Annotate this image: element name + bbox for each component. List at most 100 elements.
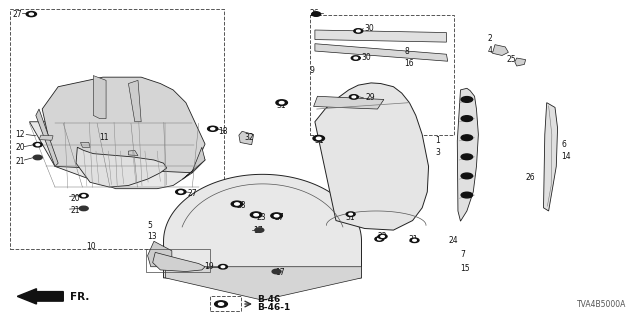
- Polygon shape: [239, 131, 253, 145]
- Circle shape: [356, 30, 360, 32]
- Polygon shape: [515, 58, 525, 66]
- Text: 2: 2: [487, 35, 492, 44]
- Circle shape: [36, 144, 40, 146]
- Circle shape: [352, 96, 356, 98]
- Text: 13: 13: [148, 232, 157, 241]
- Text: 17: 17: [253, 226, 262, 235]
- Text: 22: 22: [378, 232, 387, 241]
- Circle shape: [461, 192, 472, 198]
- Text: 20: 20: [15, 143, 25, 152]
- Circle shape: [413, 239, 416, 241]
- Text: 4: 4: [487, 45, 492, 55]
- Circle shape: [214, 301, 227, 307]
- Polygon shape: [129, 80, 141, 122]
- Text: 14: 14: [561, 152, 571, 161]
- Text: 20: 20: [71, 194, 81, 203]
- Polygon shape: [182, 147, 205, 179]
- Polygon shape: [42, 77, 205, 173]
- Circle shape: [207, 126, 218, 131]
- Circle shape: [272, 269, 281, 274]
- Circle shape: [250, 212, 262, 218]
- Polygon shape: [164, 174, 362, 278]
- Circle shape: [211, 128, 215, 130]
- Circle shape: [255, 228, 264, 232]
- Circle shape: [82, 195, 86, 196]
- Text: 5: 5: [148, 221, 152, 230]
- Polygon shape: [315, 30, 447, 42]
- Text: 25: 25: [506, 55, 516, 64]
- Polygon shape: [148, 241, 172, 267]
- Polygon shape: [315, 83, 429, 230]
- Circle shape: [312, 12, 321, 16]
- Text: 10: 10: [86, 242, 96, 251]
- Circle shape: [26, 12, 36, 17]
- Circle shape: [179, 191, 183, 193]
- Circle shape: [378, 238, 381, 240]
- Text: 27: 27: [188, 189, 197, 198]
- Text: 19: 19: [204, 262, 213, 271]
- Circle shape: [275, 215, 279, 217]
- Circle shape: [461, 116, 472, 122]
- Circle shape: [354, 29, 363, 33]
- Text: 7: 7: [461, 251, 465, 260]
- Polygon shape: [81, 142, 90, 147]
- Polygon shape: [93, 76, 106, 119]
- Text: 8: 8: [404, 47, 409, 56]
- Text: 26: 26: [525, 173, 535, 182]
- Circle shape: [316, 137, 321, 140]
- Text: 29: 29: [366, 93, 376, 102]
- Circle shape: [461, 173, 472, 179]
- Text: 15: 15: [461, 264, 470, 274]
- Circle shape: [254, 214, 259, 216]
- Text: 18: 18: [218, 127, 227, 136]
- Polygon shape: [76, 147, 167, 187]
- Circle shape: [351, 56, 360, 60]
- FancyArrow shape: [17, 289, 63, 304]
- Polygon shape: [36, 109, 58, 166]
- Circle shape: [461, 135, 472, 140]
- Polygon shape: [314, 96, 384, 109]
- Polygon shape: [153, 252, 205, 271]
- Circle shape: [461, 97, 472, 102]
- Text: 31: 31: [408, 235, 418, 244]
- Text: 11: 11: [100, 133, 109, 142]
- Text: 27: 27: [12, 10, 22, 19]
- Circle shape: [346, 212, 355, 216]
- Text: 3: 3: [435, 148, 440, 157]
- Text: 23: 23: [256, 213, 266, 222]
- Text: 21: 21: [71, 206, 81, 215]
- Circle shape: [280, 101, 284, 104]
- Text: 30: 30: [362, 53, 371, 62]
- Polygon shape: [458, 88, 478, 221]
- Circle shape: [221, 266, 225, 268]
- Polygon shape: [315, 44, 448, 61]
- Circle shape: [461, 154, 472, 160]
- Text: 31: 31: [346, 213, 355, 222]
- Circle shape: [29, 13, 33, 15]
- Circle shape: [79, 206, 88, 211]
- Polygon shape: [543, 103, 557, 211]
- Text: FR.: FR.: [70, 292, 89, 302]
- Polygon shape: [166, 267, 362, 300]
- Text: 28: 28: [237, 201, 246, 210]
- Text: 31: 31: [315, 136, 324, 145]
- Circle shape: [410, 238, 419, 243]
- Circle shape: [175, 189, 186, 195]
- Text: 21: 21: [15, 157, 25, 166]
- Polygon shape: [29, 122, 205, 189]
- Circle shape: [378, 234, 387, 239]
- Text: 17: 17: [275, 268, 285, 277]
- Text: TVA4B5000A: TVA4B5000A: [577, 300, 627, 309]
- Text: 1: 1: [435, 136, 440, 145]
- Circle shape: [276, 100, 287, 106]
- Text: 12: 12: [15, 130, 25, 139]
- Circle shape: [271, 213, 282, 219]
- Circle shape: [375, 237, 384, 241]
- Circle shape: [79, 194, 88, 198]
- Circle shape: [349, 95, 358, 99]
- Polygon shape: [492, 45, 508, 55]
- Text: 30: 30: [365, 24, 374, 33]
- Circle shape: [33, 155, 42, 160]
- Text: 27: 27: [274, 213, 284, 222]
- Text: B-46: B-46: [257, 295, 281, 304]
